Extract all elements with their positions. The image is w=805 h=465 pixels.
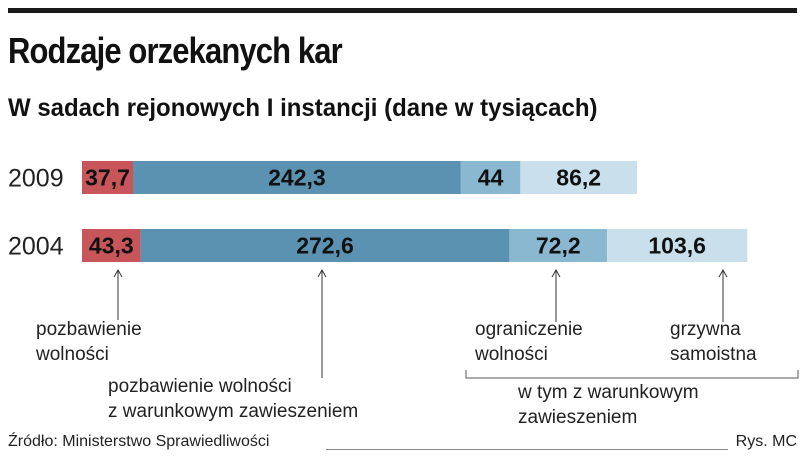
annotation-text-0-1: wolności [35,344,109,365]
bar-segment-2004-2 [509,229,608,262]
data-label-2004-3: 103,6 [648,233,706,259]
data-label-2009-0: 37,7 [85,165,130,191]
annotation-text-4-0: w tym z warunkowym [517,382,699,403]
bar-segment-2009-2 [460,161,521,194]
source-rule [326,449,728,450]
annotation-text-0-0: pozbawienie [36,319,142,340]
pointer-arrowhead-1 [317,268,327,278]
chart-subtitle: W sadach rejonowych I instancji (dane w … [8,94,598,122]
annotation-text-1-0: pozbawienie wolności [108,376,292,397]
annotation-text-3-0: grzywna [670,319,741,340]
data-label-2009-2: 44 [478,165,504,191]
annotation-text-3-1: samoistna [670,344,757,365]
data-label-2009-1: 242,3 [268,165,326,191]
credit-note: Rys. MC [735,433,797,450]
chart-title: Rodzaje orzekanych kar [8,30,343,71]
pointer-arrowhead-3 [718,268,728,278]
annotation-text-2-1: wolności [474,344,548,365]
pointer-arrowhead-2 [551,268,561,278]
bar-segment-2004-0 [82,229,141,262]
bar-segment-2009-1 [133,161,461,194]
annotation-brace [465,370,799,379]
year-label-2009: 2009 [8,165,64,193]
year-label-2004: 2004 [8,233,64,261]
data-label-2004-1: 272,6 [296,233,354,259]
data-label-2004-0: 43,3 [89,233,134,259]
pointer-arrowhead-0 [113,268,123,278]
annotation-text-2-0: ograniczenie [475,319,583,340]
bar-segment-2004-1 [140,229,510,262]
source-note: Źródło: Ministerstwo Sprawiedliwości [8,433,270,450]
bar-segment-2009-0 [82,161,134,194]
bar-segment-2004-3 [607,229,748,262]
bar-segment-2009-3 [520,161,638,194]
annotation-text-4-1: zawieszeniem [518,407,637,428]
data-label-2004-2: 72,2 [536,233,581,259]
annotation-text-1-1: z warunkowym zawieszeniem [108,401,358,422]
top-rule [8,8,797,13]
data-label-2009-3: 86,2 [556,165,601,191]
